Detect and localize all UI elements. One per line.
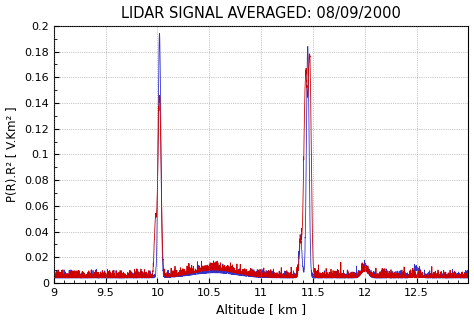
Title: LIDAR SIGNAL AVERAGED: 08/09/2000: LIDAR SIGNAL AVERAGED: 08/09/2000	[121, 5, 401, 21]
X-axis label: Altitude [ km ]: Altitude [ km ]	[216, 303, 306, 317]
Y-axis label: P(R).R² [ V.Km² ]: P(R).R² [ V.Km² ]	[6, 107, 18, 202]
